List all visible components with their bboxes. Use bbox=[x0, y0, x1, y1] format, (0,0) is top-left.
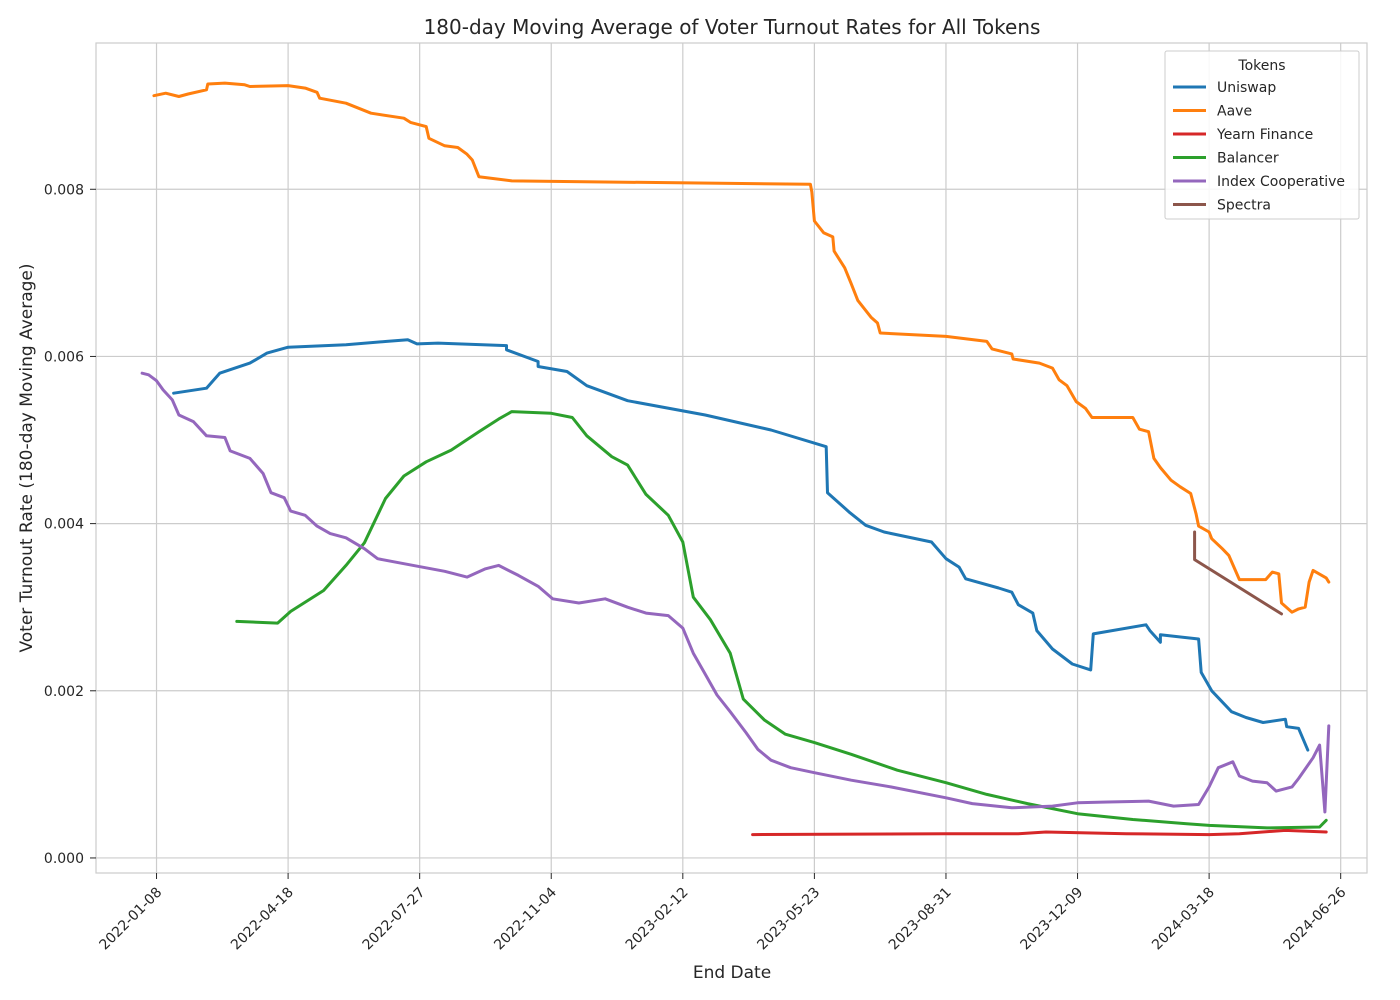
legend-label-index-cooperative: Index Cooperative bbox=[1217, 174, 1345, 190]
plot-frame bbox=[95, 42, 1368, 874]
y-tick-label: 0.000 bbox=[44, 851, 84, 867]
legend-title: Tokens bbox=[1237, 58, 1285, 74]
y-axis-ticks: 0.000 0.002 0.004 0.006 0.008 bbox=[44, 182, 96, 867]
legend-label-yearn-finance: Yearn Finance bbox=[1216, 127, 1313, 143]
series-line-spectra bbox=[1193, 530, 1283, 616]
x-axis-label: End Date bbox=[693, 963, 771, 983]
series-line-yearn-finance bbox=[751, 828, 1328, 837]
y-axis-label: Voter Turnout Rate (180-day Moving Avera… bbox=[17, 263, 37, 652]
chart-title: 180-day Moving Average of Voter Turnout … bbox=[424, 15, 1041, 39]
y-tick-label: 0.008 bbox=[44, 182, 84, 198]
legend-label-spectra: Spectra bbox=[1217, 198, 1271, 214]
legend-label-balancer: Balancer bbox=[1217, 151, 1279, 167]
series-lines bbox=[140, 81, 1331, 837]
legend-box bbox=[1164, 50, 1360, 220]
y-tick-label: 0.004 bbox=[44, 517, 84, 533]
series-line-uniswap bbox=[172, 338, 1310, 752]
series-line-aave bbox=[152, 81, 1331, 614]
series-line-index-cooperative bbox=[140, 371, 1331, 814]
legend: Tokens Uniswap Aave Yearn Finance Balancer I… bbox=[1164, 50, 1360, 220]
y-tick-label: 0.002 bbox=[44, 684, 84, 700]
series-line-balancer bbox=[235, 410, 1328, 830]
y-tick-label: 0.006 bbox=[44, 349, 84, 365]
legend-label-aave: Aave bbox=[1217, 104, 1252, 120]
legend-label-uniswap: Uniswap bbox=[1217, 80, 1276, 96]
